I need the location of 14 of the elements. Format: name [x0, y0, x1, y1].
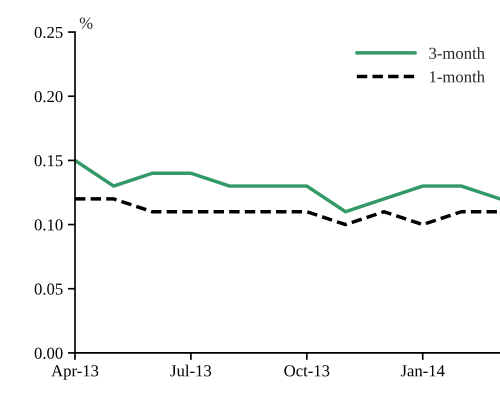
y-tick-label: 0.20: [34, 90, 63, 102]
x-tick-label: Oct-13: [284, 365, 330, 376]
y-axis-title: %: [80, 17, 92, 29]
legend-label: 3-month: [429, 47, 485, 59]
legend-label: 1-month: [430, 70, 485, 82]
y-tick-label: 0.10: [34, 219, 63, 231]
x-tick-label: Jul-13: [170, 364, 212, 376]
y-tick-label: 0.25: [34, 26, 63, 38]
line-series: [75, 158, 500, 214]
y-tick-label: 0.05: [34, 283, 63, 295]
y-tick-label: 0.00: [34, 348, 63, 359]
x-tick-label: Jan-14: [400, 365, 445, 376]
x-tick-label: Apr-13: [51, 365, 98, 380]
y-tick-label: 0.15: [34, 155, 63, 166]
